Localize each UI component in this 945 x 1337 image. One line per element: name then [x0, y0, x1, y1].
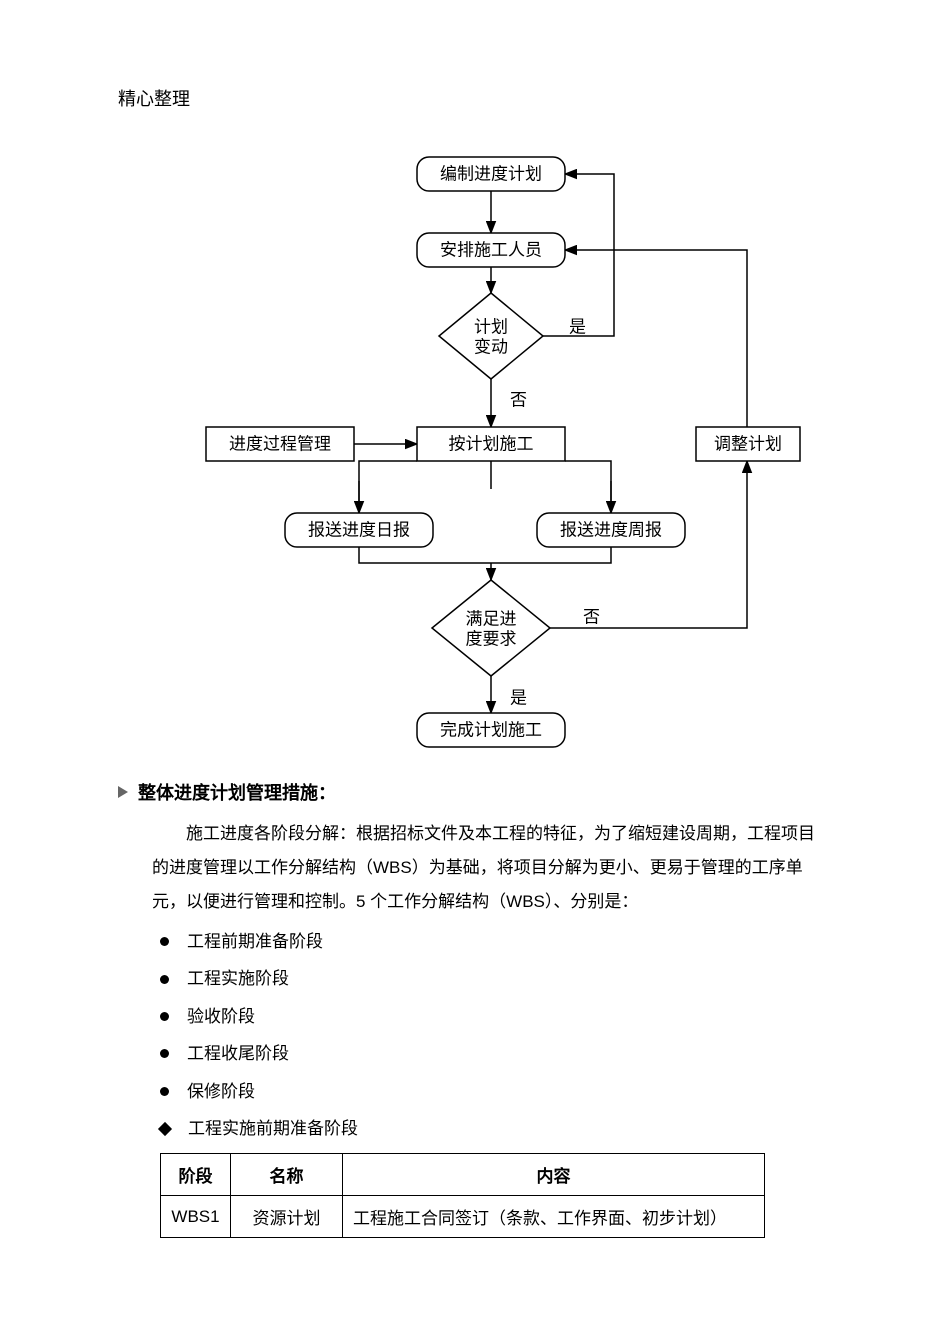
- table-header: 阶段: [161, 1154, 231, 1196]
- list-item-text: 验收阶段: [187, 998, 255, 1035]
- svg-text:度要求: 度要求: [465, 630, 516, 649]
- svg-text:是: 是: [510, 689, 527, 708]
- table-header: 内容: [343, 1154, 765, 1196]
- svg-text:否: 否: [510, 391, 527, 410]
- svg-text:调整计划: 调整计划: [714, 435, 782, 454]
- diamond-bullet-icon: [158, 1122, 172, 1136]
- svg-text:报送进度周报: 报送进度周报: [560, 521, 662, 540]
- svg-text:完成计划施工: 完成计划施工: [440, 721, 542, 740]
- svg-text:变动: 变动: [474, 338, 508, 357]
- sub-section: 工程实施前期准备阶段: [118, 1110, 827, 1147]
- header-note: 精心整理: [118, 85, 827, 111]
- circle-bullet-icon: [160, 1087, 169, 1096]
- flowchart: 否是否是编制进度计划安排施工人员计划变动进度过程管理按计划施工调整计划报送进度日…: [143, 129, 803, 739]
- table-header: 名称: [231, 1154, 343, 1196]
- wbs-table: 阶段名称内容WBS1资源计划工程施工合同签订（条款、工作界面、初步计划）: [160, 1153, 765, 1238]
- section-title-text: 整体进度计划管理措施：: [138, 779, 336, 805]
- circle-bullet-icon: [160, 1049, 169, 1058]
- circle-bullet-icon: [160, 1012, 169, 1021]
- circle-bullet-icon: [160, 975, 169, 984]
- list-item-text: 保修阶段: [187, 1073, 255, 1110]
- svg-text:是: 是: [569, 318, 586, 337]
- circle-bullet-icon: [160, 937, 169, 946]
- svg-text:按计划施工: 按计划施工: [448, 435, 533, 454]
- sub-section-text: 工程实施前期准备阶段: [188, 1110, 358, 1147]
- svg-text:编制进度计划: 编制进度计划: [440, 165, 542, 184]
- svg-text:进度过程管理: 进度过程管理: [229, 435, 331, 454]
- svg-text:安排施工人员: 安排施工人员: [440, 241, 542, 260]
- table-row: WBS1资源计划工程施工合同签订（条款、工作界面、初步计划）: [161, 1196, 765, 1238]
- table-cell: 资源计划: [231, 1196, 343, 1238]
- arrow-bullet-icon: [118, 786, 128, 798]
- list-item-text: 工程实施阶段: [187, 960, 289, 997]
- svg-text:计划: 计划: [474, 318, 508, 337]
- list-item-text: 工程前期准备阶段: [187, 923, 323, 960]
- list-item: 工程实施阶段: [118, 960, 827, 997]
- table-cell: 工程施工合同签订（条款、工作界面、初步计划）: [343, 1196, 765, 1238]
- list-item: 工程前期准备阶段: [118, 923, 827, 960]
- table-cell: WBS1: [161, 1196, 231, 1238]
- body-paragraph: 施工进度各阶段分解：根据招标文件及本工程的特征，为了缩短建设周期，工程项目的进度…: [118, 817, 827, 919]
- svg-text:否: 否: [583, 608, 600, 627]
- section-title: 整体进度计划管理措施：: [118, 779, 827, 805]
- bullet-list: 工程前期准备阶段工程实施阶段验收阶段工程收尾阶段保修阶段: [118, 923, 827, 1110]
- list-item: 验收阶段: [118, 998, 827, 1035]
- svg-text:报送进度日报: 报送进度日报: [308, 521, 410, 540]
- svg-text:满足进: 满足进: [465, 610, 516, 629]
- list-item: 工程收尾阶段: [118, 1035, 827, 1072]
- list-item: 保修阶段: [118, 1073, 827, 1110]
- list-item-text: 工程收尾阶段: [187, 1035, 289, 1072]
